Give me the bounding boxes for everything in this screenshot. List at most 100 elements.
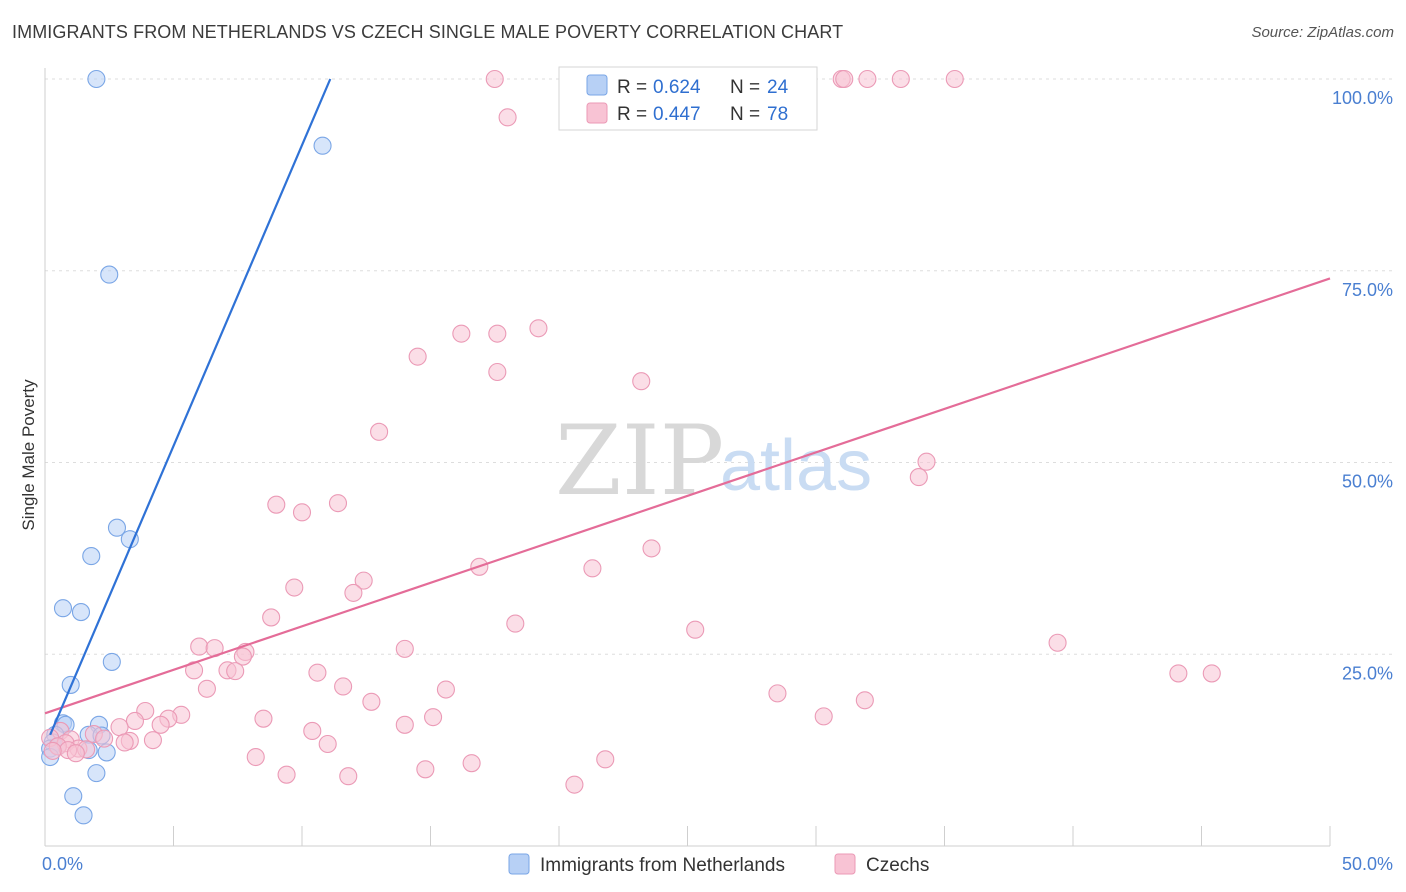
czechs-point-73	[43, 741, 62, 760]
legend-r-value-netherlands: 0.624	[653, 77, 701, 98]
czechs-point-67	[115, 733, 134, 752]
czechs-point-57	[395, 715, 414, 734]
netherlands-point-5	[82, 547, 101, 566]
czechs-point-74	[66, 744, 85, 763]
netherlands-point-6	[53, 599, 73, 618]
netherlands-point-7	[71, 603, 91, 622]
czechs-point-51	[254, 709, 273, 728]
czechs-point-52	[814, 707, 833, 726]
czechs-point-8	[498, 108, 517, 127]
netherlands-point-24	[74, 806, 93, 825]
series-legend: Immigrants from Netherlands Czechs	[508, 853, 929, 876]
netherlands-point-23	[64, 787, 83, 806]
czechs-point-33	[395, 639, 414, 658]
bottom-legend-swatch-netherlands	[508, 853, 530, 875]
czechs-point-4	[858, 69, 877, 89]
legend-r-value-czechs: 0.447	[653, 104, 701, 125]
czechs-point-31	[190, 637, 209, 656]
czechs-point-5	[891, 69, 910, 89]
x-tick-label-min: 0.0%	[42, 854, 83, 874]
czechs-point-18	[267, 495, 286, 514]
czechs-point-21	[642, 539, 661, 558]
stats-legend: R = 0.624 N = 24 R = 0.447 N = 78	[558, 66, 818, 131]
gridlines	[45, 78, 1392, 655]
czechs-point-24	[354, 571, 373, 590]
y-tick-label-50: 50.0%	[1342, 472, 1393, 492]
czechs-point-13	[488, 362, 507, 382]
czechs-point-43	[334, 677, 353, 696]
netherlands-point-0	[87, 69, 106, 89]
czechs-point-40	[226, 662, 245, 681]
watermark-atlas: atlas	[720, 426, 872, 506]
czechs-point-66	[143, 731, 162, 750]
netherlands-point-8	[102, 652, 121, 671]
czechs-point-41	[308, 663, 327, 682]
czechs-point-12	[408, 347, 427, 366]
legend-r-label-netherlands: R =	[617, 77, 647, 98]
legend-n-label-czechs: N =	[730, 104, 760, 125]
czechs-point-19	[328, 494, 348, 513]
czechs-point-76	[596, 750, 615, 769]
y-tick-label-75: 75.0%	[1342, 280, 1393, 300]
czechs-point-7	[945, 69, 964, 89]
czechs-point-77	[462, 754, 481, 773]
bottom-legend-label-czechs: Czechs	[866, 855, 929, 876]
watermark: ZIP atlas	[555, 405, 872, 517]
czechs-point-44	[436, 680, 455, 699]
czechs-point-16	[917, 452, 936, 471]
czechs-point-68	[318, 734, 337, 754]
czechs-point-80	[339, 767, 358, 786]
czechs-point-54	[125, 711, 144, 731]
czechs-point-29	[686, 620, 705, 639]
czechs-point-37	[1202, 664, 1221, 683]
czechs-point-11	[529, 319, 548, 338]
czechs-point-58	[303, 721, 322, 741]
series-czechs-points	[41, 69, 1221, 794]
czechs-point-27	[262, 608, 281, 627]
legend-n-label-netherlands: N =	[730, 77, 760, 98]
source-credit: Source: ZipAtlas.com	[1251, 24, 1394, 41]
bottom-legend-swatch-czechs	[834, 853, 856, 875]
czechs-point-20	[292, 503, 312, 522]
legend-r-label-czechs: R =	[617, 104, 647, 125]
czechs-point-47	[362, 692, 381, 711]
netherlands-point-1	[313, 136, 332, 155]
czechs-point-36	[1169, 664, 1188, 683]
czechs-point-26	[344, 583, 363, 602]
czechs-point-14	[632, 372, 651, 391]
czechs-point-78	[416, 760, 435, 779]
legend-swatch-netherlands	[586, 74, 608, 96]
czechs-point-25	[285, 578, 304, 597]
watermark-zip: ZIP	[555, 405, 724, 517]
czechs-point-30	[1048, 633, 1067, 652]
legend-n-value-netherlands: 24	[767, 77, 789, 98]
czechs-point-35	[233, 647, 252, 666]
czechs-point-28	[506, 614, 525, 633]
legend-swatch-czechs	[586, 102, 608, 124]
czechs-point-61	[95, 729, 114, 748]
czechs-point-17	[909, 468, 928, 487]
czechs-point-10	[488, 324, 507, 343]
y-tick-labels: 25.0% 50.0% 75.0% 100.0%	[1332, 88, 1393, 683]
czechs-point-45	[768, 684, 787, 703]
bottom-legend-label-netherlands: Immigrants from Netherlands	[540, 855, 785, 876]
czechs-point-9	[452, 324, 471, 343]
czechs-point-53	[424, 708, 443, 727]
x-ticks	[173, 826, 1331, 846]
y-axis-label: Single Male Poverty	[19, 379, 38, 531]
y-tick-label-25: 25.0%	[1342, 663, 1393, 683]
czechs-point-81	[565, 775, 584, 794]
czechs-point-75	[246, 747, 265, 767]
czechs-trend-line	[44, 277, 1331, 715]
czechs-point-0	[485, 69, 504, 89]
czechs-point-46	[855, 691, 874, 710]
czechs-point-23	[583, 559, 602, 578]
czechs-point-15	[370, 422, 389, 441]
chart-title: IMMIGRANTS FROM NETHERLANDS VS CZECH SIN…	[12, 22, 844, 42]
netherlands-point-2	[100, 265, 119, 284]
czechs-point-55	[151, 715, 170, 734]
czechs-point-42	[197, 679, 216, 698]
czechs-point-79	[277, 765, 296, 784]
netherlands-point-22	[87, 764, 106, 783]
